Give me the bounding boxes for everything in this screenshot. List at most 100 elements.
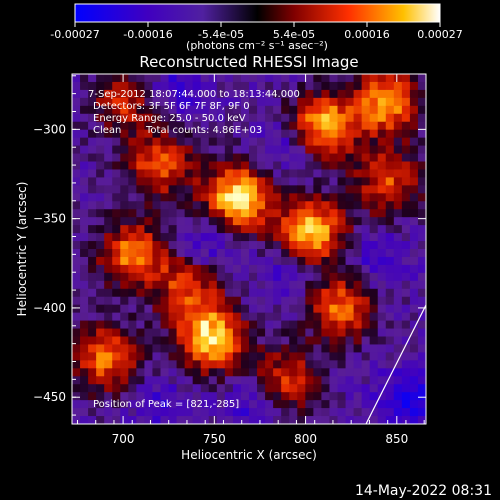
heatmap-cell	[232, 272, 242, 282]
heatmap-cell	[128, 288, 137, 298]
heatmap-cell	[345, 129, 355, 139]
heatmap-cell	[297, 225, 306, 234]
heatmap-cell	[305, 408, 314, 417]
heatmap-cell	[80, 280, 89, 290]
heatmap-cell	[265, 113, 274, 123]
heatmap-cell	[337, 209, 347, 218]
heatmap-cell	[96, 97, 105, 107]
heatmap-cell	[273, 225, 282, 234]
heatmap-cell	[112, 97, 121, 107]
heatmap-cell	[329, 272, 338, 282]
heatmap-cell	[96, 320, 105, 330]
heatmap-cell	[136, 376, 145, 385]
heatmap-cell	[232, 352, 242, 361]
heatmap-cell	[401, 360, 411, 369]
heatmap-cell	[144, 233, 153, 242]
heatmap-cell	[200, 177, 210, 186]
heatmap-cell	[353, 177, 363, 186]
heatmap-cell	[257, 97, 266, 107]
heatmap-cell	[337, 201, 347, 210]
heatmap-cell	[184, 408, 194, 417]
heatmap-cell	[385, 193, 395, 202]
heatmap-cell	[176, 161, 186, 170]
heatmap-cell	[104, 169, 113, 178]
heatmap-cell	[305, 312, 314, 322]
heatmap-cell	[216, 153, 226, 162]
heatmap-cell	[88, 352, 97, 361]
heatmap-cell	[160, 113, 170, 123]
heatmap-cell	[281, 137, 290, 147]
heatmap-cell	[216, 161, 226, 170]
heatmap-cell	[208, 185, 218, 194]
heatmap-cell	[96, 233, 105, 242]
heatmap-cell	[160, 368, 170, 377]
heatmap-cell	[257, 256, 266, 266]
heatmap-cell	[112, 89, 121, 99]
heatmap-cell	[168, 225, 178, 234]
heatmap-cell	[80, 360, 89, 369]
heatmap-cell	[409, 217, 419, 226]
heatmap-cell	[216, 129, 226, 139]
heatmap-cell	[337, 368, 347, 377]
heatmap-cell	[184, 249, 194, 258]
heatmap-cell	[136, 368, 145, 377]
heatmap-cell	[120, 209, 129, 218]
heatmap-cell	[289, 400, 298, 409]
heatmap-cell	[369, 137, 379, 147]
heatmap-cell	[273, 352, 282, 361]
heatmap-cell	[144, 288, 153, 298]
heatmap-cell	[409, 296, 419, 306]
heatmap-cell	[281, 328, 290, 337]
heatmap-cell	[168, 249, 178, 258]
heatmap-cell	[313, 416, 322, 424]
heatmap-cell	[104, 201, 113, 210]
heatmap-cell	[96, 256, 105, 266]
heatmap-cell	[417, 177, 426, 186]
heatmap-cell	[305, 129, 314, 139]
heatmap-cell	[321, 129, 330, 139]
heatmap-cell	[265, 272, 274, 282]
heatmap-cell	[144, 177, 153, 186]
heatmap-cell	[297, 89, 306, 99]
heatmap-cell	[88, 217, 97, 226]
heatmap-cell	[136, 153, 145, 162]
heatmap-cell	[321, 193, 330, 202]
heatmap-cell	[112, 81, 121, 91]
heatmap-cell	[136, 113, 145, 123]
heatmap-cell	[72, 328, 81, 337]
heatmap-cell	[305, 97, 314, 107]
heatmap-cell	[369, 97, 379, 107]
heatmap-cell	[176, 89, 186, 99]
heatmap-cell	[361, 304, 371, 314]
heatmap-cell	[72, 352, 81, 361]
heatmap-cell	[208, 249, 218, 258]
heatmap-cell	[321, 81, 330, 91]
colorbar-units: (photons cm⁻² s⁻¹ asec⁻²)	[186, 39, 328, 52]
heatmap-cell	[224, 89, 234, 99]
heatmap-cell	[120, 193, 129, 202]
heatmap-cell	[281, 400, 290, 409]
heatmap-cell	[249, 304, 258, 314]
heatmap-cell	[200, 304, 210, 314]
heatmap-cell	[281, 272, 290, 282]
heatmap-cell	[417, 225, 426, 234]
heatmap-cell	[345, 89, 355, 99]
heatmap-cell	[385, 185, 395, 194]
heatmap-cell	[224, 105, 234, 115]
heatmap-cell	[160, 304, 170, 314]
heatmap-cell	[136, 288, 145, 298]
heatmap-cell	[88, 264, 97, 274]
heatmap-cell	[297, 121, 306, 131]
heatmap-cell	[184, 352, 194, 361]
heatmap-cell	[257, 217, 266, 226]
heatmap-cell	[120, 185, 129, 194]
heatmap-cell	[192, 89, 202, 99]
heatmap-cell	[321, 233, 330, 242]
heatmap-cell	[232, 185, 242, 194]
heatmap-cell	[281, 384, 290, 393]
heatmap-cell	[192, 368, 202, 377]
heatmap-cell	[128, 352, 137, 361]
heatmap-cell	[232, 280, 242, 290]
heatmap-cell	[361, 328, 371, 337]
heatmap-cell	[232, 129, 242, 139]
